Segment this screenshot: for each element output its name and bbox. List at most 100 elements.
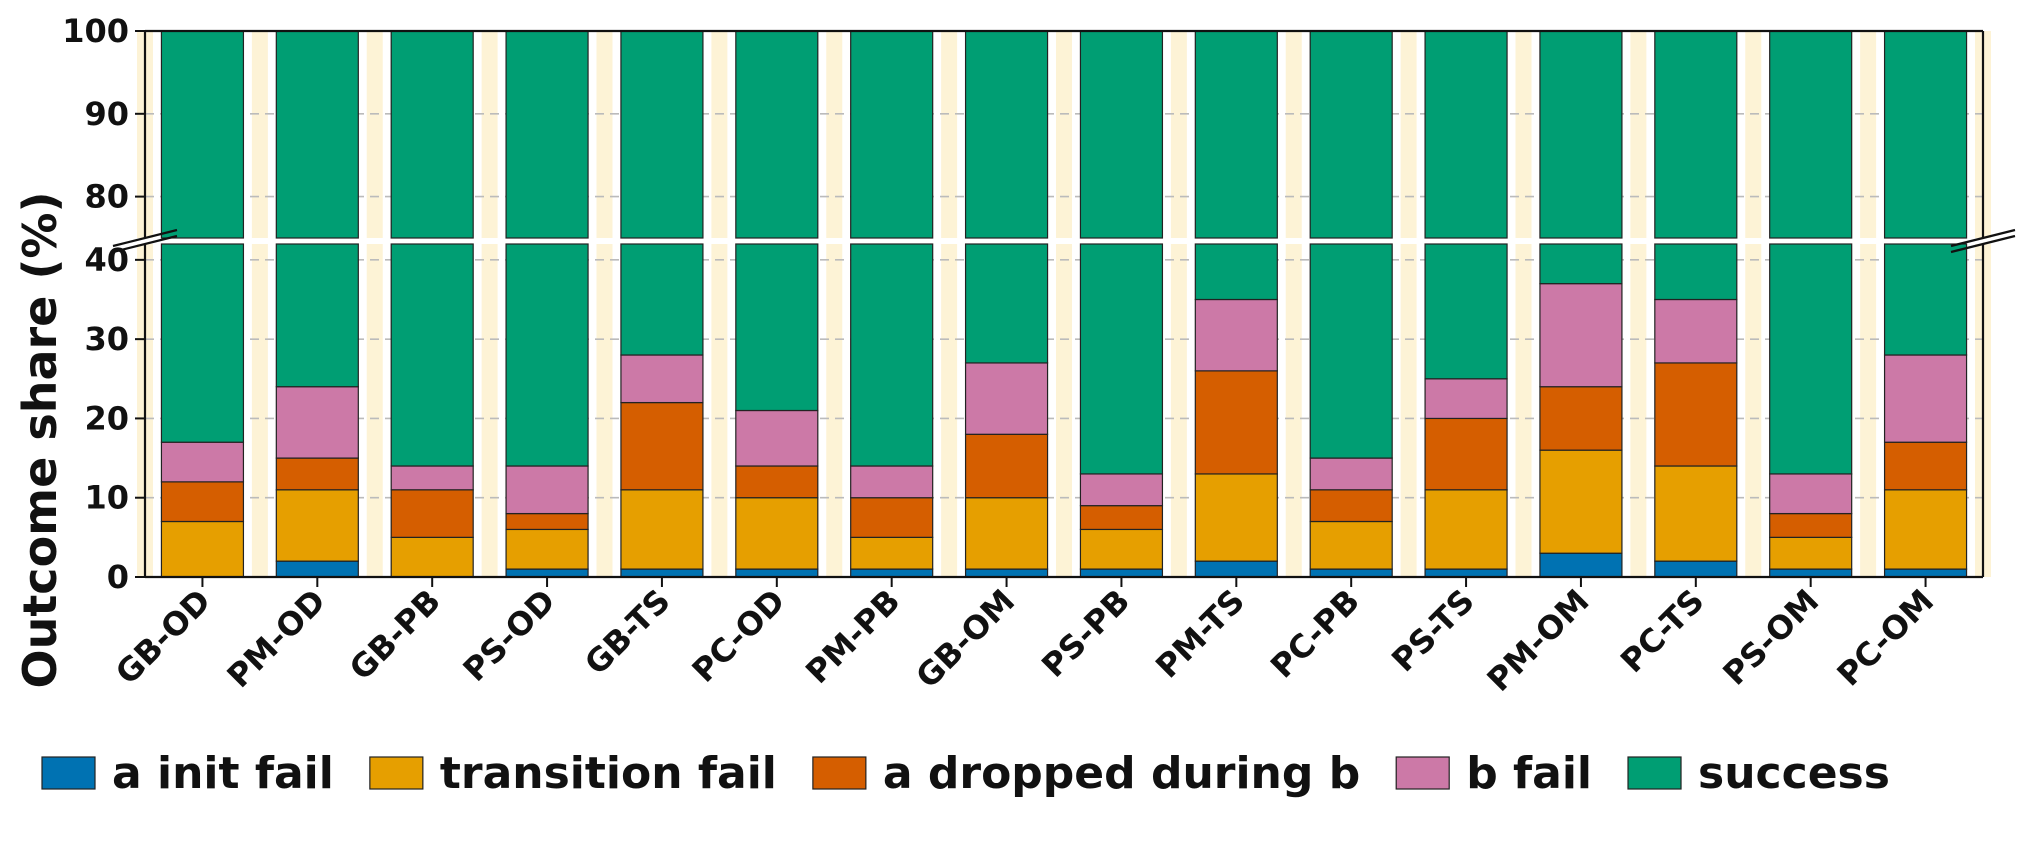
background-stripe	[366, 244, 383, 577]
bar-segment	[1539, 30, 1623, 239]
bar-segment	[1309, 568, 1393, 578]
background-stripe	[1170, 31, 1187, 238]
background-stripe	[596, 31, 613, 238]
axes	[112, 29, 2016, 579]
bar-segment	[735, 568, 819, 578]
bar-segment	[1883, 441, 1968, 491]
bar-segment	[850, 497, 934, 538]
bar-segment	[1654, 298, 1738, 364]
bar-segment	[964, 30, 1049, 239]
bar-segment	[1539, 386, 1623, 451]
bar-segment	[850, 536, 934, 570]
bar-segment	[964, 362, 1049, 435]
background-stripe	[826, 31, 843, 238]
x-tick-label: PC-TS	[1613, 582, 1711, 680]
bar-segment	[275, 243, 359, 388]
bar-segment	[1424, 378, 1508, 420]
bar-segment	[1309, 457, 1393, 491]
bar-segment	[1883, 489, 1968, 570]
bar-segment	[1079, 528, 1164, 570]
bar-segment	[620, 568, 704, 578]
bar-segment	[1769, 243, 1853, 475]
bar-segment	[390, 243, 474, 467]
bar-segment	[390, 489, 474, 538]
x-tick-label: PC-OD	[684, 582, 792, 690]
bar-segment	[1424, 243, 1508, 380]
x-tick-label: PM-OM	[1479, 582, 1596, 699]
bar-segment	[1883, 30, 1968, 239]
background-stripe	[1400, 244, 1417, 577]
bar-segment	[850, 243, 934, 467]
axis-break-mark	[1950, 234, 2016, 254]
bar-segment	[1194, 298, 1278, 372]
bar-segment	[1539, 243, 1623, 285]
background-stripe	[941, 244, 958, 577]
axis-break-mark	[112, 234, 178, 254]
background-stripe	[481, 31, 498, 238]
bar-segment	[1194, 560, 1278, 578]
bar-segment	[1654, 362, 1738, 467]
background-stripe	[1745, 31, 1762, 238]
x-tick-label: PC-OM	[1829, 582, 1941, 694]
x-tick-label: GB-OM	[908, 582, 1022, 696]
background-stripe	[1400, 31, 1417, 238]
y-axis-label: Outcome share (%)	[13, 191, 67, 688]
bar-segment	[1539, 449, 1623, 554]
bar-segment	[1424, 30, 1508, 239]
bar-segment	[1654, 30, 1738, 239]
bar-segment	[390, 465, 474, 491]
bar-segment	[1539, 552, 1623, 578]
bar-segment	[390, 30, 474, 239]
background-stripe	[711, 244, 728, 577]
bar-segment	[275, 560, 359, 578]
legend-swatch	[812, 756, 867, 790]
bar-segment	[160, 441, 245, 483]
background-stripe	[481, 244, 498, 577]
bar-segment	[1194, 473, 1278, 562]
bar-segment	[1769, 568, 1853, 578]
y-tick-label: 20	[84, 399, 129, 437]
background-stripe	[1056, 244, 1072, 577]
bar-segment	[160, 243, 245, 443]
background-stripes	[137, 31, 1991, 577]
legend: a init fail transition fail a dropped duri…	[41, 748, 1890, 799]
bar-segment	[964, 433, 1049, 499]
bar-segment	[1883, 354, 1968, 443]
bar-segment	[850, 465, 934, 499]
background-stripe	[1515, 31, 1532, 238]
bar-segment	[275, 386, 359, 459]
background-stripe	[1745, 244, 1762, 577]
legend-swatch	[1627, 756, 1682, 790]
bar-segment	[735, 30, 819, 239]
bar-segment	[964, 243, 1049, 364]
bar-segment	[735, 465, 819, 499]
background-stripe	[251, 244, 268, 577]
bar-segment	[275, 30, 359, 239]
legend-label: success	[1698, 748, 1890, 799]
x-tick-label: PM-PB	[798, 582, 907, 691]
bar-segment	[505, 465, 589, 515]
bar-segment	[1079, 473, 1164, 507]
bar-segment	[1079, 568, 1164, 578]
background-stripe	[1860, 31, 1877, 238]
bar-segment	[620, 401, 704, 491]
bar-segment	[505, 30, 589, 239]
bar-segment	[505, 243, 589, 467]
y-tick-label: 40	[84, 241, 129, 279]
bar-segment	[1309, 489, 1393, 523]
axis-break-mark	[112, 228, 178, 248]
bar-segment	[1883, 243, 1968, 356]
background-stripe	[366, 31, 383, 238]
bar-segment	[1883, 568, 1968, 578]
bar-segment	[850, 30, 934, 239]
background-stripe	[1285, 244, 1302, 577]
bar-segment	[160, 520, 245, 578]
background-stripe	[1860, 244, 1877, 577]
bar-segment	[964, 497, 1049, 570]
legend-swatch	[369, 756, 424, 790]
x-tick-label: PS-OD	[456, 582, 563, 689]
axis-break-mark	[1950, 228, 2016, 248]
bar-segment	[735, 243, 819, 412]
bar-segment	[1769, 512, 1853, 538]
